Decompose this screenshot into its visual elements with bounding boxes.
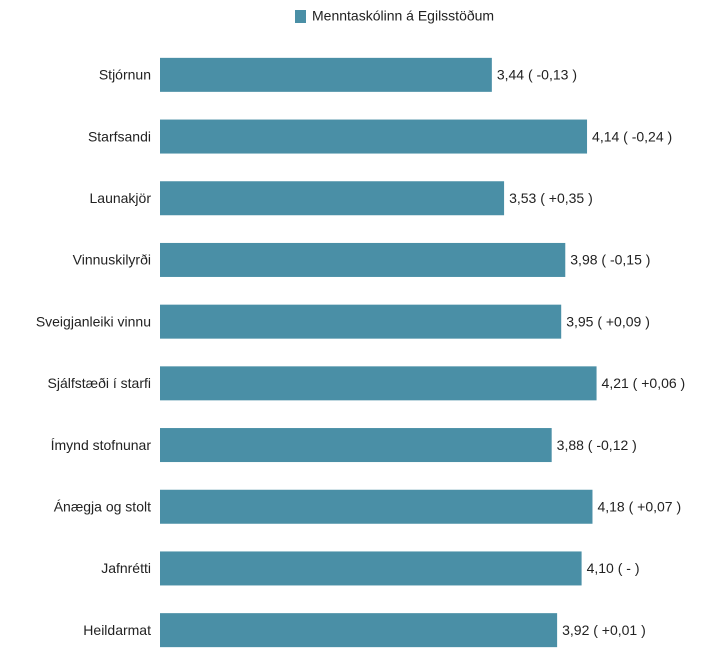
category-label: Stjórnun [99,67,151,83]
legend-swatch [295,10,306,23]
value-label: 3,95 ( +0,09 ) [566,313,650,329]
category-label: Ímynd stofnunar [51,437,152,453]
bar [160,366,597,401]
value-label: 3,44 ( -0,13 ) [497,67,577,83]
value-label: 4,10 ( - ) [587,560,640,576]
value-label: 3,88 ( -0,12 ) [557,437,637,453]
value-label: 3,53 ( +0,35 ) [509,190,593,206]
bar [160,119,588,154]
category-label: Jafnrétti [101,560,151,576]
bar [160,304,562,339]
legend-label: Menntaskólinn á Egilsstöðum [312,8,494,24]
category-label: Launakjör [90,190,152,206]
category-label: Sveigjanleiki vinnu [36,313,151,329]
bar [160,489,593,524]
value-label: 4,14 ( -0,24 ) [592,128,672,144]
bar [160,242,566,277]
category-label: Vinnuskilyrði [73,252,151,268]
category-label: Starfsandi [88,128,151,144]
bar [160,613,558,648]
value-label: 4,18 ( +0,07 ) [597,498,681,514]
bar [160,551,582,586]
category-label: Sjálfstæði í starfi [48,375,151,391]
bar [160,428,552,463]
bar [160,57,492,92]
value-label: 3,98 ( -0,15 ) [570,252,650,268]
value-label: 3,92 ( +0,01 ) [562,622,646,638]
value-label: 4,21 ( +0,06 ) [602,375,686,391]
category-label: Heildarmat [83,622,151,638]
category-label: Ánægja og stolt [54,498,151,514]
bar [160,181,505,216]
